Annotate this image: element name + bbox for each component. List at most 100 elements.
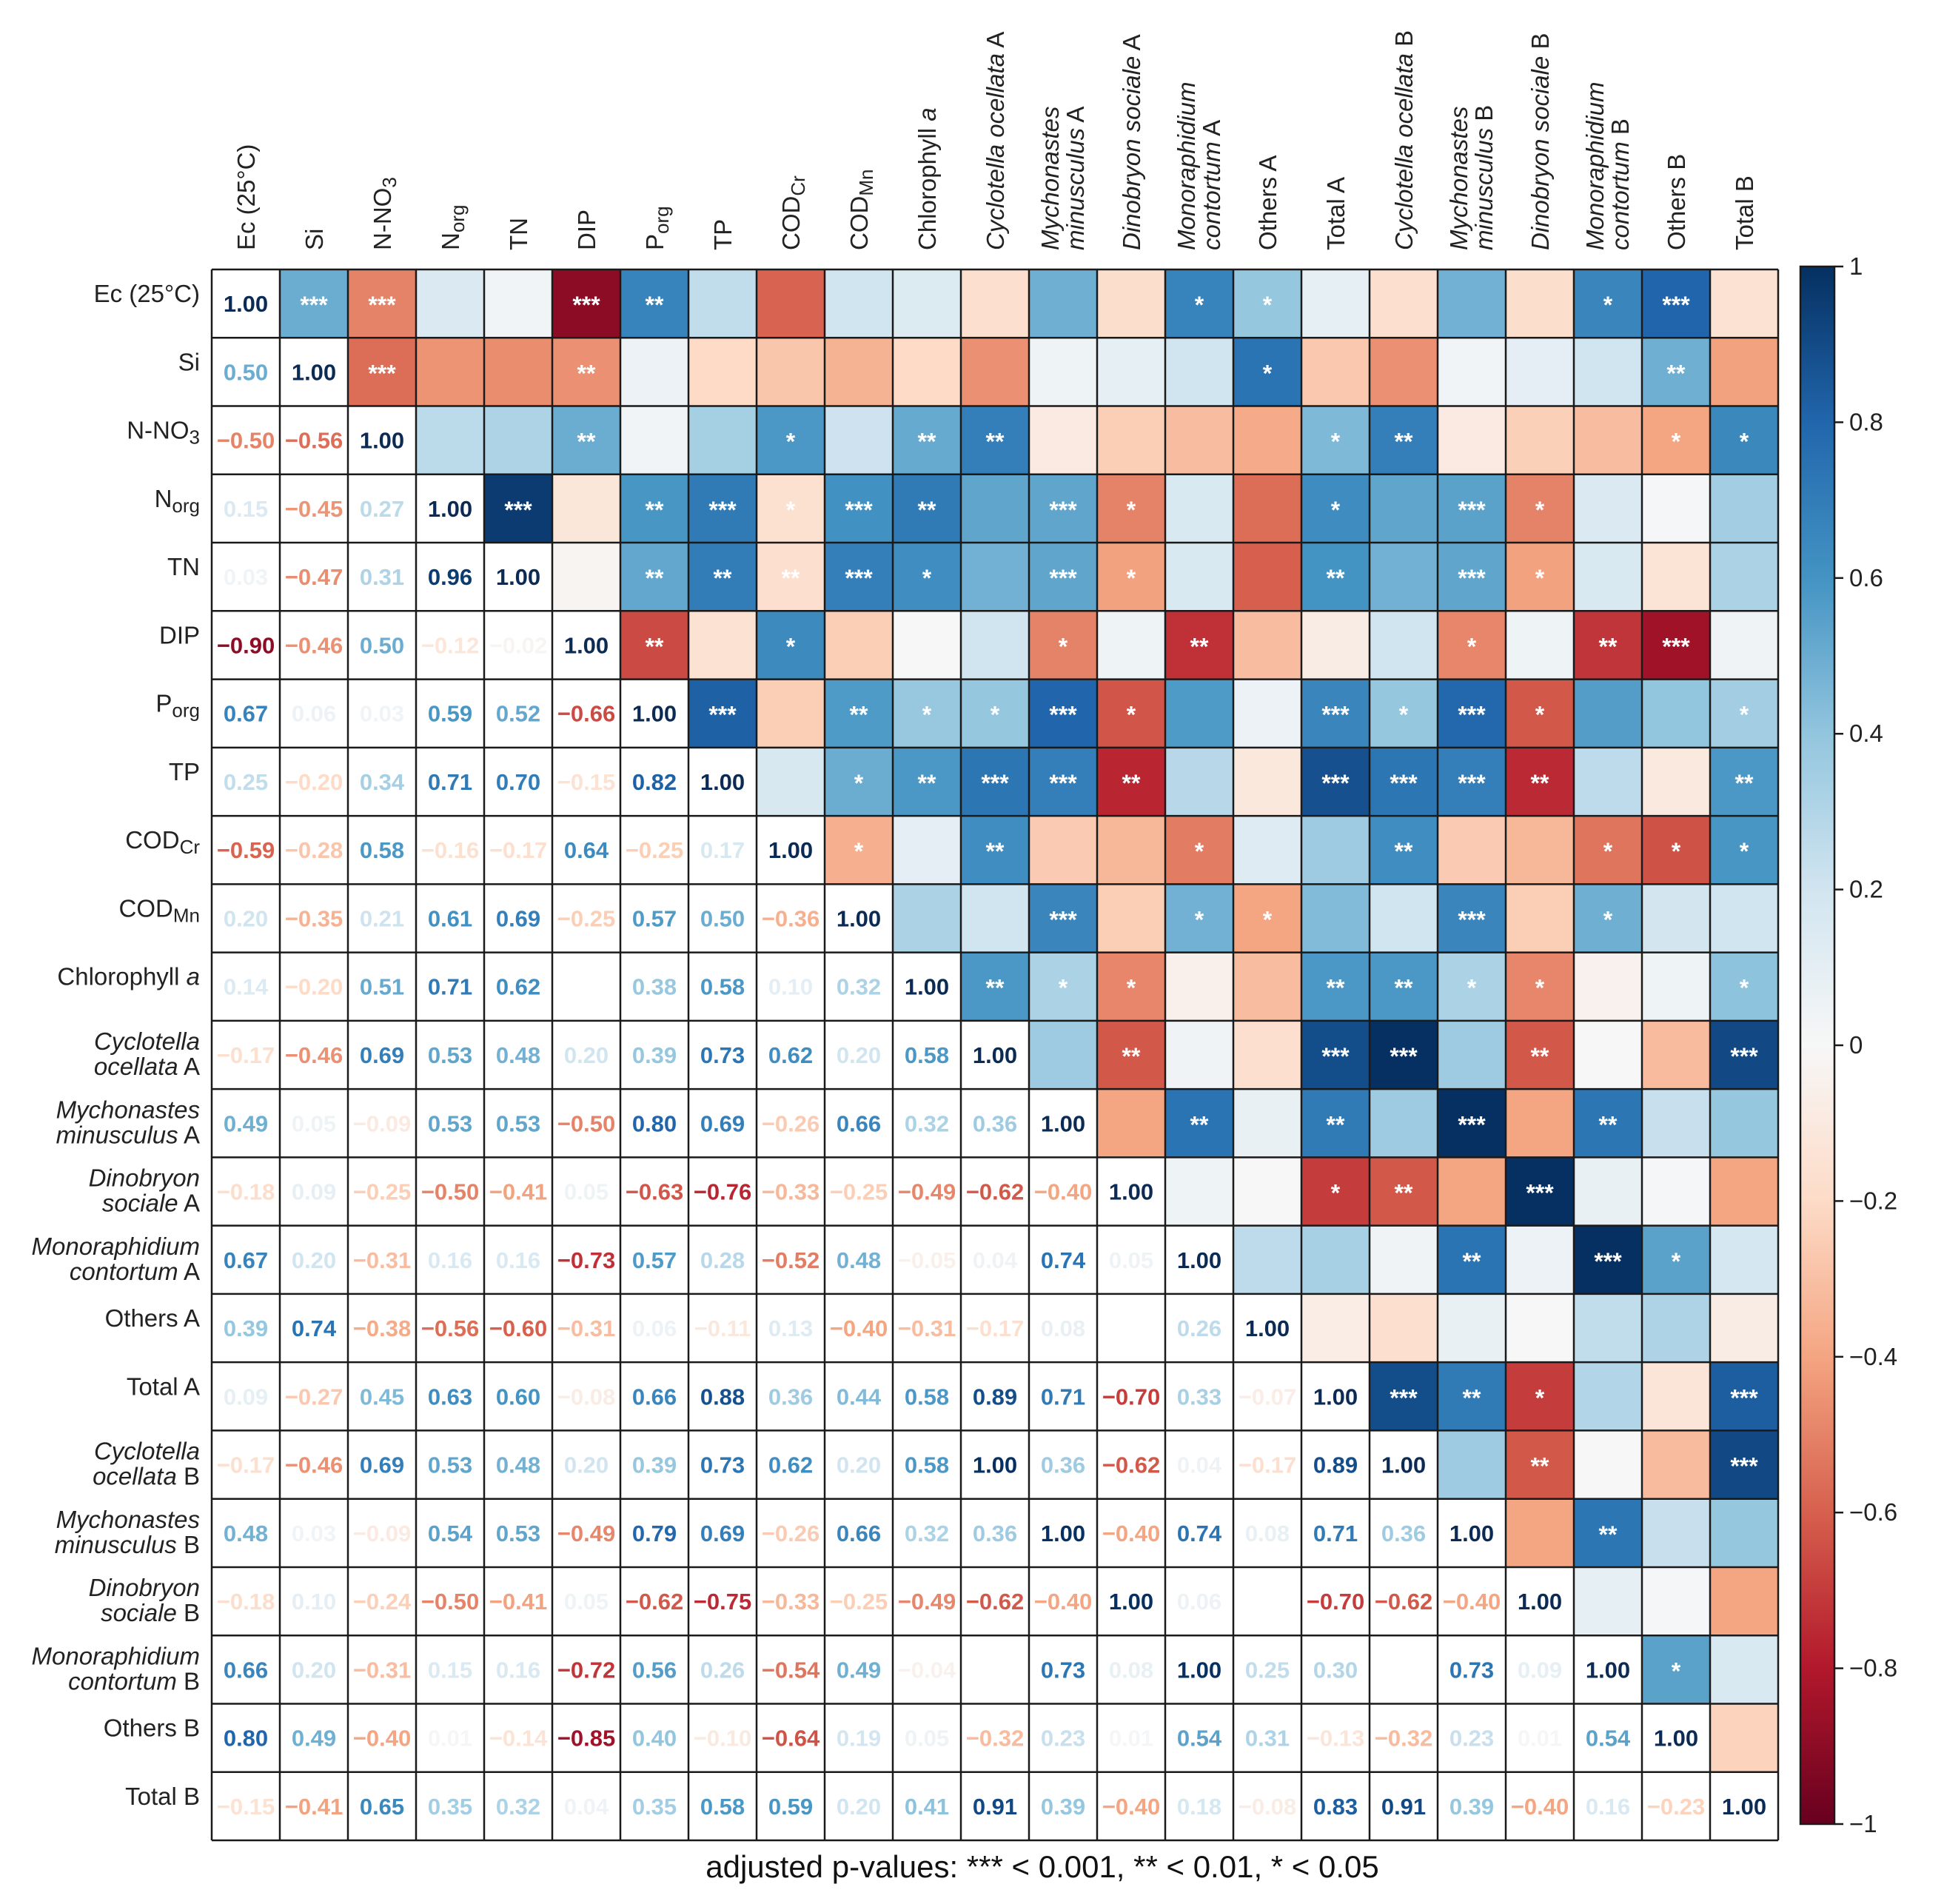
- value-cell: [620, 1089, 688, 1158]
- heat-cell: [1710, 1566, 1778, 1636]
- value-cell: [212, 1498, 280, 1567]
- value-cell: [757, 1498, 825, 1567]
- correlation-value: 0.39: [1449, 1794, 1494, 1820]
- heat-cell: [825, 679, 893, 748]
- value-cell: [1438, 1703, 1506, 1772]
- correlation-value: −0.13: [1307, 1726, 1364, 1752]
- column-label-tp: TP TP: [709, 219, 737, 250]
- significance-stars: *: [1672, 429, 1681, 455]
- value-cell: [484, 1157, 552, 1226]
- value-cell: [1301, 1566, 1370, 1636]
- heat-cell: [1574, 1089, 1642, 1158]
- correlation-value: 0.71: [428, 974, 472, 1000]
- value-cell: [893, 1566, 961, 1636]
- heat-cell: [961, 338, 1029, 406]
- value-cell: [484, 1566, 552, 1636]
- heat-cell: [1438, 884, 1506, 953]
- correlation-value: −0.10: [694, 1726, 751, 1752]
- value-cell: [348, 952, 416, 1021]
- value-cell: [348, 1771, 416, 1840]
- heat-cell: [1642, 884, 1710, 953]
- value-cell: [416, 679, 484, 748]
- correlation-value: −0.25: [830, 1179, 888, 1205]
- correlation-value: 1.00: [768, 837, 813, 863]
- heat-cell: [1710, 1635, 1778, 1704]
- heat-cell: [1301, 884, 1370, 953]
- value-cell: [1165, 1771, 1233, 1840]
- value-cell: [825, 1498, 893, 1567]
- heat-cell: [688, 611, 757, 680]
- value-cell: [416, 1430, 484, 1499]
- heat-cell: [1029, 1020, 1097, 1090]
- correlation-value: 0.36: [1041, 1452, 1085, 1478]
- heat-cell: [893, 543, 961, 611]
- heat-cell: [1642, 1293, 1710, 1363]
- value-cell: [484, 1293, 552, 1363]
- value-cell: [348, 543, 416, 611]
- correlation-value: 1.00: [632, 701, 677, 727]
- value-cell: [348, 816, 416, 885]
- value-cell: [212, 269, 280, 338]
- significance-stars: **: [1463, 1384, 1481, 1411]
- significance-stars: ***: [1458, 1111, 1486, 1138]
- value-cell: [620, 884, 688, 953]
- correlation-value: −0.85: [557, 1726, 615, 1752]
- correlation-value: 1.00: [1722, 1794, 1766, 1820]
- value-cell: [961, 1362, 1029, 1431]
- correlation-value: 0.26: [1177, 1315, 1221, 1341]
- value-cell: [1574, 1771, 1642, 1840]
- row-label-mycA: Mychonastes minusculus Aminusculus A: [56, 1121, 200, 1148]
- value-cell: [348, 1362, 416, 1431]
- correlation-value: 0.91: [973, 1794, 1017, 1820]
- correlation-value: −0.25: [830, 1589, 888, 1615]
- heat-cell: [893, 338, 961, 406]
- correlation-value: 0.73: [700, 1042, 745, 1068]
- heat-cell: [1506, 1089, 1574, 1158]
- correlation-value: −0.09: [353, 1521, 411, 1546]
- correlation-value: 0.67: [224, 701, 268, 727]
- row-label-monB: Monoraphidium contortum Bcontortum B: [68, 1667, 200, 1695]
- heat-cell: [1574, 406, 1642, 475]
- correlation-value: −0.32: [966, 1726, 1024, 1752]
- correlation-value: 0.36: [1381, 1521, 1426, 1546]
- value-cell: [212, 1703, 280, 1772]
- column-label-totB: Total B Total B: [1731, 175, 1758, 250]
- significance-stars: *: [786, 429, 796, 455]
- correlation-value: −0.07: [1239, 1384, 1296, 1409]
- value-cell: [484, 543, 552, 611]
- correlation-value: 0.15: [224, 496, 268, 522]
- heat-cell: [1574, 679, 1642, 748]
- value-cell: [280, 338, 348, 406]
- correlation-value: −0.64: [762, 1726, 820, 1752]
- heat-cell: [1710, 884, 1778, 953]
- correlation-value: 0.16: [496, 1657, 540, 1683]
- correlation-value: 0.31: [360, 564, 404, 590]
- column-label-dinA: Dinobryon sociale A Dinobryon sociale A: [1118, 34, 1145, 250]
- correlation-value: 0.74: [1177, 1521, 1222, 1546]
- significance-stars: ***: [1730, 1453, 1758, 1480]
- value-cell: [416, 1020, 484, 1090]
- significance-stars: **: [1531, 1043, 1549, 1070]
- value-cell: [1029, 1362, 1097, 1431]
- correlation-value: 0.71: [1313, 1521, 1358, 1546]
- value-cell: [757, 1157, 825, 1226]
- value-cell: [552, 1498, 620, 1567]
- value-cell: [1506, 1566, 1574, 1636]
- correlation-value: 0.34: [360, 769, 405, 795]
- value-cell: [1029, 1566, 1097, 1636]
- correlation-value: 1.00: [428, 496, 472, 522]
- colorbar-tick-label: 1: [1849, 252, 1863, 280]
- heat-cell: [1506, 816, 1574, 885]
- value-cell: [1097, 1157, 1165, 1226]
- heat-cell: [1710, 679, 1778, 748]
- value-cell: [620, 1020, 688, 1090]
- heat-cell: [1097, 269, 1165, 338]
- value-cell: [348, 1430, 416, 1499]
- correlation-value: 0.05: [292, 1110, 336, 1136]
- heat-cell: [1438, 952, 1506, 1021]
- heat-cell: [1506, 1362, 1574, 1431]
- significance-stars: *: [854, 838, 864, 865]
- value-cell: [620, 1771, 688, 1840]
